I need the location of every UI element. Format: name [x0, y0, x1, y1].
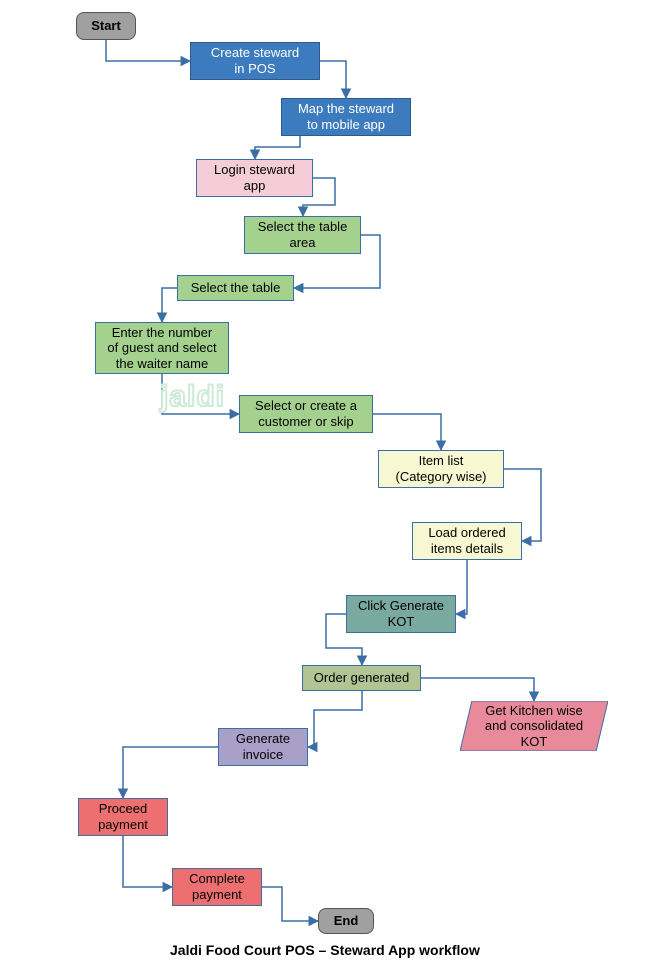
node-kitchenkot: Get Kitchen wise and consolidated KOT: [460, 701, 608, 751]
node-genkot: Click Generate KOT: [346, 595, 456, 633]
node-loaditems: Load ordered items details: [412, 522, 522, 560]
node-itemlist: Item list (Category wise): [378, 450, 504, 488]
node-end: End: [318, 908, 374, 934]
edge-table-guests: [162, 288, 177, 322]
node-area: Select the table area: [244, 216, 361, 254]
node-table: Select the table: [177, 275, 294, 301]
node-ordergen: Order generated: [302, 665, 421, 691]
edge-map-login: [255, 136, 300, 159]
flowchart-canvas: Start Create steward in POS Map the stewar…: [0, 0, 656, 964]
node-guests: Enter the number of guest and select the…: [95, 322, 229, 374]
node-start: Start: [76, 12, 136, 40]
edge-customer-itemlist: [373, 414, 441, 450]
watermark: jaldi: [160, 380, 225, 414]
node-proceed: Proceed payment: [78, 798, 168, 836]
edge-loaditems-genkot: [456, 560, 467, 614]
diagram-caption: Jaldi Food Court POS – Steward App workf…: [170, 942, 480, 958]
edge-ordergen-kitchenkot: [421, 678, 534, 701]
edge-create-map: [320, 61, 346, 98]
node-complete: Complete payment: [172, 868, 262, 906]
edge-start-create: [106, 40, 190, 61]
edge-ordergen-invoice: [308, 691, 362, 747]
edge-proceed-complete: [123, 836, 172, 887]
edge-complete-end: [262, 887, 318, 921]
node-login: Login steward app: [196, 159, 313, 197]
node-map: Map the steward to mobile app: [281, 98, 411, 136]
node-customer: Select or create a customer or skip: [239, 395, 373, 433]
node-create: Create steward in POS: [190, 42, 320, 80]
node-invoice: Generate invoice: [218, 728, 308, 766]
edge-invoice-proceed: [123, 747, 218, 798]
